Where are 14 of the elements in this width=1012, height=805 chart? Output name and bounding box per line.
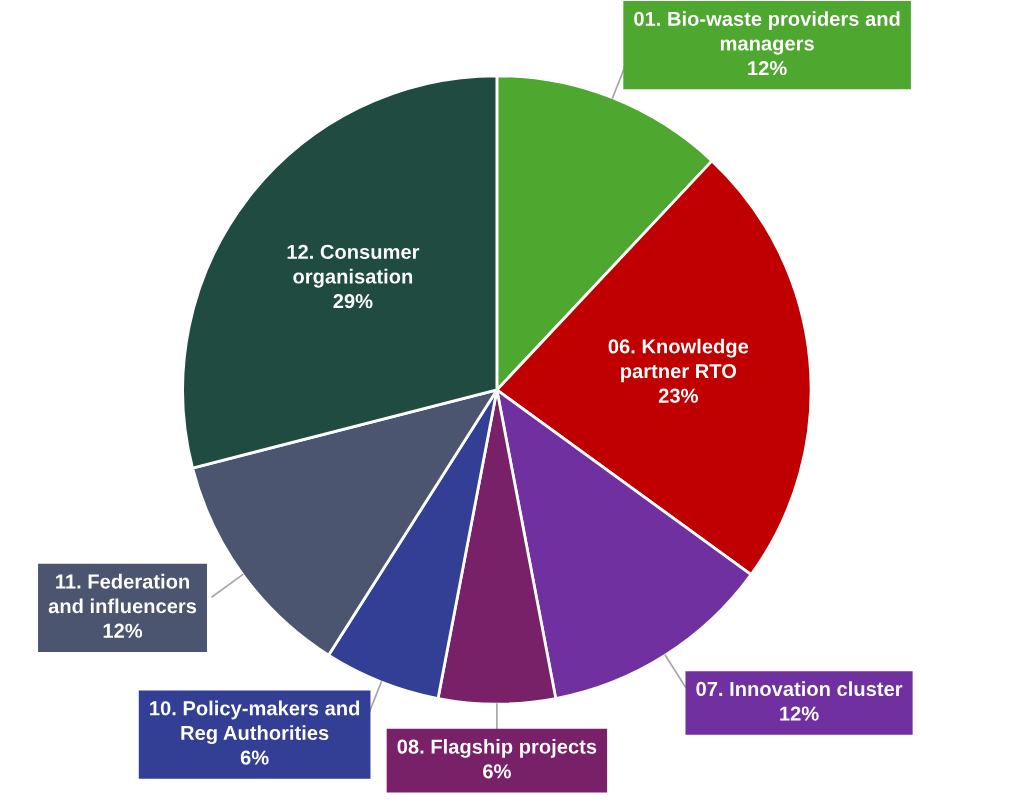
slice-label: 11. Federation and influencers (48, 573, 197, 614)
data-label: 23% (658, 388, 698, 403)
slice-label: 01. Bio-waste providers and managers (634, 11, 900, 55)
data-label: 6% (483, 764, 511, 779)
slice-label: 06. Knowledge partner RTO (608, 338, 749, 383)
data-label: 12% (103, 623, 143, 638)
data-label: 29% (333, 294, 373, 309)
slice-label: 07. Innovation cluster (696, 681, 903, 697)
slice-label: 08. Flagship projects (397, 738, 597, 758)
data-label: 12% (780, 706, 819, 721)
slice-label: 12. Consumer organisation (287, 244, 420, 288)
data-label: 12% (748, 61, 787, 76)
slice-label: 10. Policy-makers and Reg Authorities (150, 700, 360, 745)
data-label: 6% (240, 750, 269, 765)
